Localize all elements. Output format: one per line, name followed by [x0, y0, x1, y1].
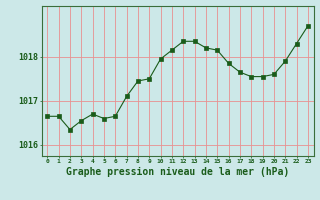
X-axis label: Graphe pression niveau de la mer (hPa): Graphe pression niveau de la mer (hPa) — [66, 167, 289, 177]
